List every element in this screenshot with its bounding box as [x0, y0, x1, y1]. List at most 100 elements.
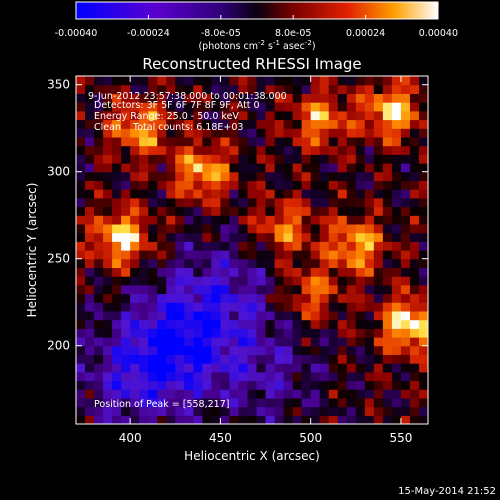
heatmap-cell [382, 276, 393, 286]
heatmap-cell [355, 180, 366, 190]
heatmap-cell [364, 389, 375, 399]
heatmap-cell [112, 215, 122, 225]
heatmap-cell [112, 258, 122, 268]
heatmap-cell [355, 102, 366, 112]
heatmap-cell [238, 380, 249, 390]
heatmap-cell [166, 319, 176, 329]
heatmap-cell [103, 276, 113, 286]
heatmap-cell [328, 258, 339, 268]
heatmap-cell [238, 154, 249, 164]
heatmap-cell [193, 319, 203, 329]
heatmap-cell [256, 302, 267, 312]
heatmap-cell [184, 93, 194, 103]
heatmap-cell [193, 267, 203, 277]
heatmap-cell [346, 145, 357, 155]
heatmap-cell [283, 180, 294, 190]
heatmap-cell [319, 180, 330, 190]
heatmap-cell [382, 76, 393, 86]
heatmap-cell [85, 310, 95, 321]
heatmap-cell [94, 415, 104, 424]
heatmap-cell [148, 145, 158, 155]
y-tick-label: 350 [47, 78, 70, 92]
heatmap-cell [283, 406, 294, 416]
heatmap-cell [184, 310, 194, 321]
heatmap-cell [94, 267, 104, 277]
heatmap-cell [346, 250, 357, 260]
heatmap-cell [220, 215, 231, 225]
heatmap-cell [400, 371, 411, 382]
heatmap-cell [112, 363, 122, 373]
heatmap-cell [166, 206, 176, 216]
heatmap-cell [283, 284, 294, 295]
heatmap-cell [85, 119, 95, 129]
heatmap-cell [211, 197, 222, 208]
heatmap-cell [202, 76, 212, 86]
heatmap-cell [175, 354, 185, 364]
heatmap-cell [274, 102, 285, 112]
heatmap-cell [328, 284, 339, 295]
heatmap-cell [184, 302, 194, 312]
heatmap-cell [346, 215, 357, 225]
heatmap-cell [175, 145, 185, 155]
heatmap-cell [175, 389, 185, 399]
heatmap-cell [328, 276, 339, 286]
heatmap-cell [355, 128, 366, 138]
heatmap-cell [292, 189, 303, 199]
heatmap-cell [184, 328, 194, 338]
heatmap-cell [103, 310, 113, 321]
heatmap-cell [139, 267, 149, 277]
heatmap-cell [373, 397, 384, 408]
heatmap-cell [346, 119, 357, 129]
heatmap-cell [130, 380, 140, 390]
heatmap-cell [202, 215, 212, 225]
heatmap-cell [229, 371, 240, 382]
heatmap-cell [76, 136, 86, 147]
heatmap-cell [382, 102, 393, 112]
heatmap-cell [148, 354, 158, 364]
heatmap-cell [364, 345, 375, 355]
heatmap-cell [373, 223, 384, 234]
heatmap-cell [139, 180, 149, 190]
heatmap-cell [355, 371, 366, 382]
heatmap-cell [166, 354, 176, 364]
heatmap-cell [139, 371, 149, 382]
heatmap-cell [310, 136, 321, 147]
heatmap-cell [139, 258, 149, 268]
heatmap-cell [265, 119, 276, 129]
x-tick-label: 500 [299, 431, 322, 445]
heatmap-cell [121, 258, 131, 268]
heatmap-cell [103, 215, 113, 225]
heatmap-cell [175, 258, 185, 268]
heatmap-cell [373, 197, 384, 208]
heatmap-cell [229, 337, 240, 347]
heatmap-cell [337, 93, 348, 103]
heatmap-cell [130, 154, 140, 164]
heatmap-cell [256, 189, 267, 199]
heatmap-cell [400, 136, 411, 147]
heatmap-cell [211, 215, 222, 225]
heatmap-cell [391, 93, 402, 103]
heatmap-cell [337, 197, 348, 208]
heatmap-cell [328, 180, 339, 190]
heatmap-cell [103, 389, 113, 399]
heatmap-cell [364, 293, 375, 303]
heatmap-cell [193, 84, 203, 94]
heatmap-cell [391, 250, 402, 260]
heatmap-cell [238, 215, 249, 225]
heatmap-cell [184, 250, 194, 260]
heatmap-cell [337, 84, 348, 94]
heatmap-cell [184, 363, 194, 373]
heatmap-cell [94, 189, 104, 199]
heatmap-cell [112, 223, 122, 234]
heatmap-cell [175, 76, 185, 86]
heatmap-cell [310, 215, 321, 225]
heatmap-cell [157, 302, 167, 312]
heatmap-cell [247, 337, 258, 347]
heatmap-cell [85, 258, 95, 268]
heatmap-cell [157, 415, 167, 424]
heatmap-cell [337, 171, 348, 181]
heatmap-cell [193, 102, 203, 112]
heatmap-cell [265, 171, 276, 181]
heatmap-cell [211, 145, 222, 155]
heatmap-cell [85, 180, 95, 190]
